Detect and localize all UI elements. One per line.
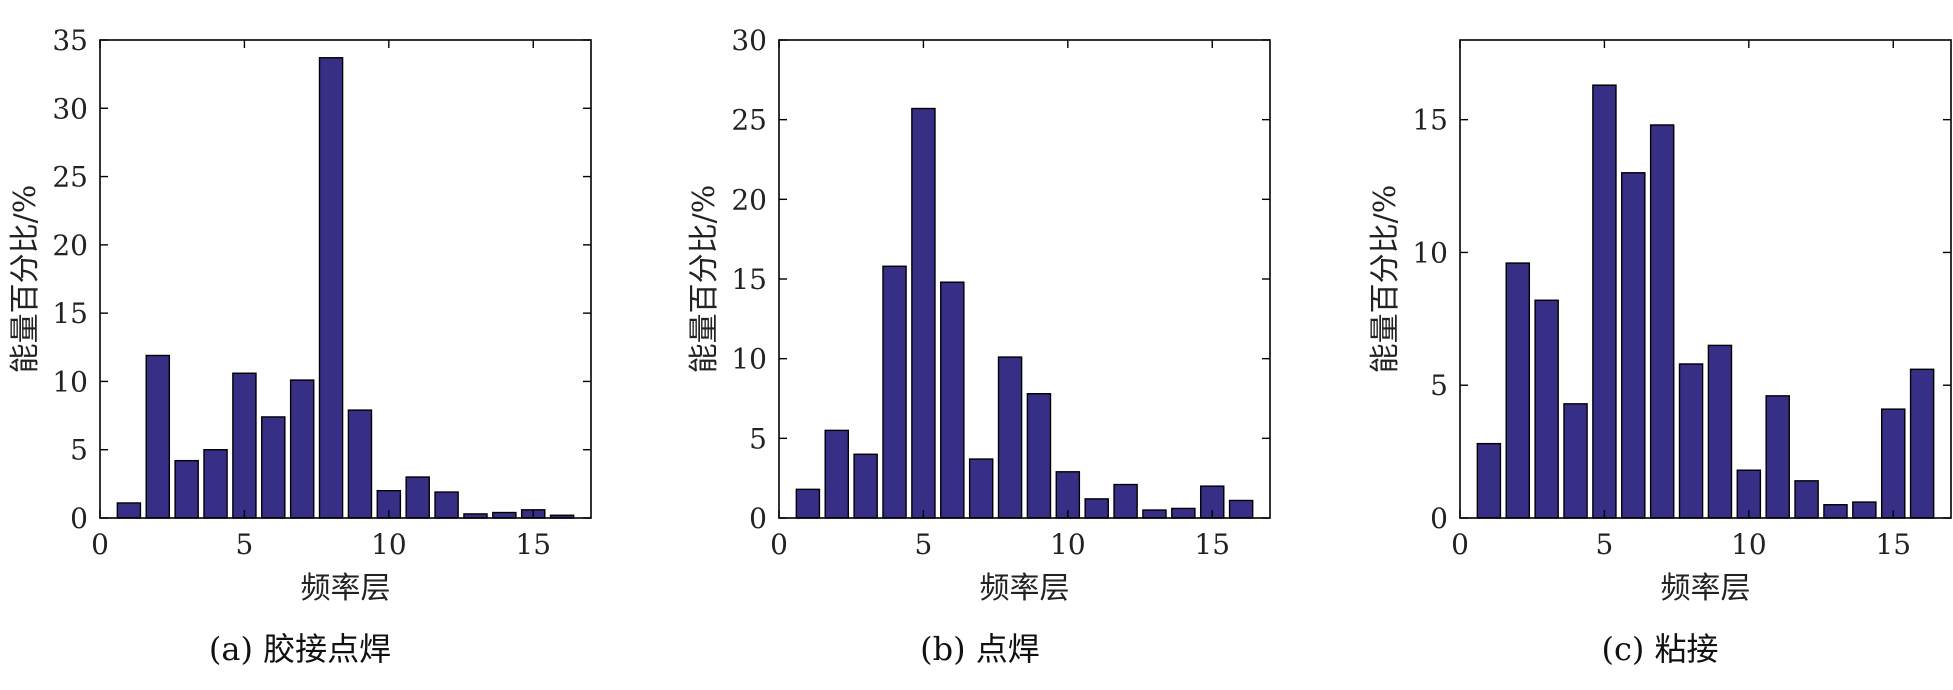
panel-caption: (c) 粘接 — [1601, 630, 1718, 668]
y-tick-label: 15 — [1412, 104, 1448, 137]
bar — [203, 449, 228, 519]
bar — [1113, 483, 1138, 519]
bar — [1171, 507, 1196, 519]
y-tick-label: 20 — [731, 183, 767, 216]
bar — [1707, 344, 1733, 519]
bar — [261, 416, 286, 519]
x-tick-label: 5 — [914, 528, 932, 561]
x-tick-label: 5 — [1595, 528, 1613, 561]
x-tick-label: 0 — [770, 528, 788, 561]
bar — [434, 491, 459, 519]
x-tick-label: 0 — [1451, 528, 1469, 561]
plot-frame — [99, 39, 592, 519]
bar — [1794, 480, 1819, 519]
y-tick-label: 15 — [52, 297, 88, 330]
y-tick-label: 25 — [52, 161, 88, 194]
x-tick-label: 0 — [91, 528, 109, 561]
bar — [1084, 498, 1109, 519]
panel-caption: (b) 点焊 — [920, 630, 1040, 668]
x-axis-label: 频率层 — [980, 571, 1070, 606]
bar — [968, 458, 994, 519]
bar — [1505, 262, 1531, 519]
y-tick-label: 15 — [731, 263, 767, 296]
x-axis-label: 频率层 — [301, 571, 391, 606]
bar — [318, 57, 344, 519]
bar — [1534, 299, 1559, 519]
bar — [116, 502, 142, 519]
bar — [1621, 172, 1646, 519]
bar — [174, 459, 199, 519]
bar — [1228, 499, 1254, 519]
chart-panel-2: 0 5 10 15 0 5 10 15 20 25 30 频率层 能量百分比/% (b) 点焊 — [687, 24, 1271, 668]
bar — [997, 356, 1023, 519]
x-tick-label: 10 — [371, 528, 407, 561]
y-tick-label: 30 — [52, 92, 88, 125]
bar — [1563, 403, 1588, 519]
x-tick-label: 10 — [1050, 528, 1086, 561]
bar — [795, 488, 821, 519]
y-axis-label: 能量百分比/% — [8, 185, 43, 374]
bar — [882, 265, 907, 519]
y-tick-label: 5 — [749, 422, 767, 455]
x-tick-label: 5 — [235, 528, 253, 561]
bar — [1142, 509, 1167, 519]
y-tick-label: 5 — [1430, 369, 1448, 402]
panel-caption: (a) 胶接点焊 — [209, 630, 391, 668]
chart-panel-3: 0 5 10 15 0 5 10 15 频率层 能量百分比/% (c) 粘接 — [1368, 39, 1952, 668]
bar — [940, 281, 965, 519]
bar — [853, 453, 878, 519]
chart-panel-1: 0 5 10 15 0 5 10 15 20 25 30 35 频率层 能量百分比/% (a) 胶接点焊 — [8, 24, 592, 668]
y-tick-label: 10 — [52, 365, 88, 398]
bar — [289, 379, 315, 519]
y-tick-label: 10 — [731, 343, 767, 376]
bar — [232, 372, 257, 519]
y-axis-label: 能量百分比/% — [687, 185, 722, 374]
bar — [824, 429, 850, 519]
bar — [405, 476, 430, 519]
bar — [1476, 442, 1502, 519]
x-tick-label: 10 — [1731, 528, 1767, 561]
y-tick-label: 30 — [731, 24, 767, 57]
y-tick-label: 0 — [749, 502, 767, 535]
bar — [1823, 504, 1848, 519]
bar — [1649, 124, 1675, 519]
y-tick-label: 5 — [70, 434, 88, 467]
bar — [1852, 501, 1877, 519]
y-tick-label: 10 — [1412, 236, 1448, 269]
bar — [1678, 363, 1704, 519]
plot-frame — [1459, 39, 1952, 519]
y-tick-label: 25 — [731, 104, 767, 137]
y-tick-label: 0 — [1430, 502, 1448, 535]
bar — [1909, 368, 1935, 519]
bar — [1880, 408, 1906, 519]
bar — [1765, 395, 1790, 519]
bar — [347, 409, 373, 519]
y-tick-label: 0 — [70, 502, 88, 535]
bar — [911, 107, 936, 519]
bar — [492, 511, 517, 519]
bar — [1026, 393, 1052, 519]
x-axis-label: 频率层 — [1661, 571, 1751, 606]
y-tick-label: 35 — [52, 24, 88, 57]
plot-frame — [778, 39, 1271, 519]
x-tick-label: 15 — [1194, 528, 1230, 561]
bar — [1592, 84, 1617, 519]
bar — [145, 354, 171, 519]
y-axis-label: 能量百分比/% — [1368, 185, 1403, 374]
x-tick-label: 15 — [515, 528, 551, 561]
y-tick-label: 20 — [52, 229, 88, 262]
x-tick-label: 15 — [1875, 528, 1911, 561]
